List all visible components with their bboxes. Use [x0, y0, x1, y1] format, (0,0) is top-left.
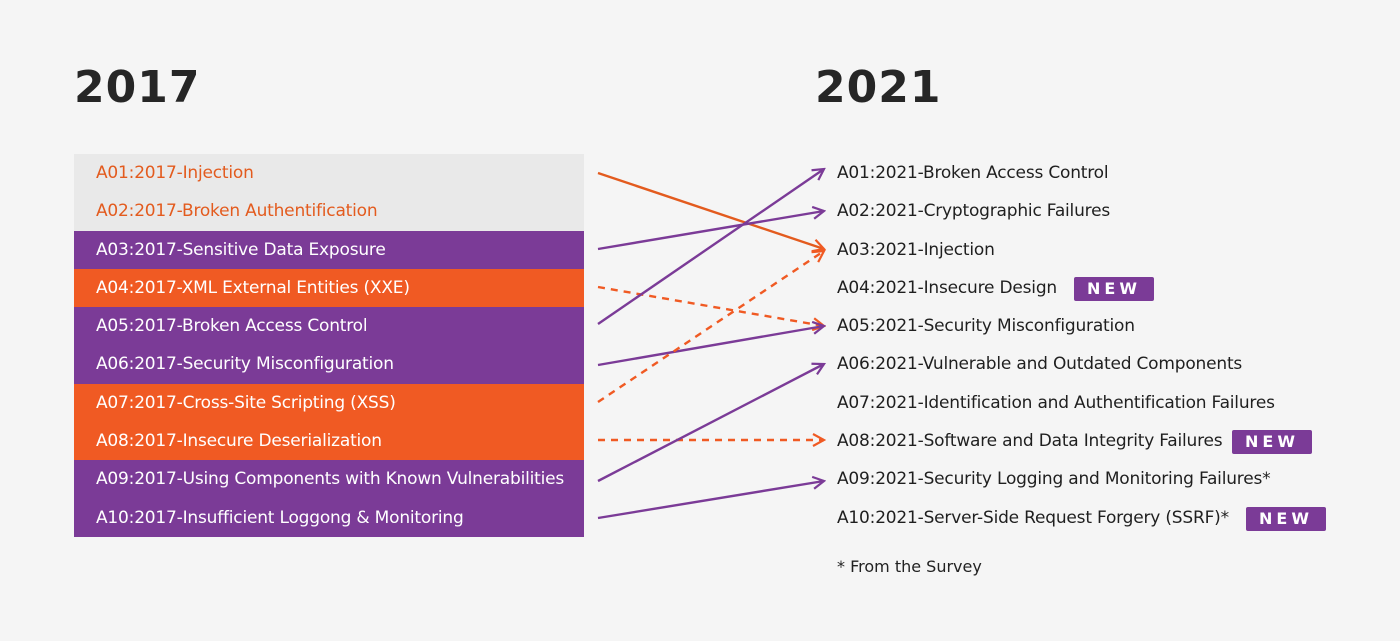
item-2021-a10: A10:2021-Server-Side Request Forgery (SS…: [837, 499, 1326, 537]
new-badge: NEW: [1074, 276, 1154, 301]
item-label: A02:2021-Cryptographic Failures: [837, 201, 1110, 222]
item-2017-a05: A05:2017-Broken Access Control: [74, 307, 584, 346]
item-label: A10:2021-Server-Side Request Forgery (SS…: [837, 507, 1229, 528]
item-2021-a08: A08:2021-Software and Data Integrity Fai…: [837, 422, 1312, 460]
item-label: A09:2021-Security Logging and Monitoring…: [837, 469, 1271, 490]
arrow-a10-to-a09: [597, 481, 824, 520]
list-2017: A01:2017-Injection A02:2017-Broken Authe…: [74, 154, 584, 537]
item-label: A06:2021-Vulnerable and Outdated Compone…: [837, 354, 1243, 375]
item-2021-a07: A07:2021-Identification and Authentifica…: [837, 384, 1275, 422]
item-2017-a06: A06:2017-Security Misconfiguration: [74, 345, 584, 384]
item-2021-a06: A06:2021-Vulnerable and Outdated Compone…: [837, 345, 1275, 383]
new-badge: NEW: [1246, 506, 1326, 531]
item-2021-a01: A01:2021-Broken Access Control: [837, 154, 1275, 192]
arrow-a05-to-a01: [597, 169, 824, 325]
item-2021-a09: A09:2021-Security Logging and Monitoring…: [837, 460, 1275, 498]
year-2021-heading: 2021: [815, 62, 942, 113]
item-label: A03:2021-Injection: [837, 239, 995, 260]
item-2017-a02: A02:2017-Broken Authentification: [74, 192, 584, 231]
footnote: * From the Survey: [837, 557, 982, 576]
arrow-a07-to-a03: [597, 251, 824, 403]
arrow-a06-to-a05: [597, 326, 824, 367]
arrow-a01-to-a03: [597, 171, 824, 249]
item-2021-a03: A03:2021-Injection: [837, 231, 1275, 269]
new-badge: NEW: [1232, 430, 1312, 455]
item-2017-a10: A10:2017-Insufficient Loggong & Monitori…: [74, 498, 584, 537]
item-2017-a09: A09:2017-Using Components with Known Vul…: [74, 460, 584, 499]
item-2021-a02: A02:2021-Cryptographic Failures: [837, 192, 1275, 230]
item-2017-a04: A04:2017-XML External Entities (XXE): [74, 268, 584, 308]
item-2017-a07: A07:2017-Cross-Site Scripting (XSS): [74, 383, 584, 423]
arrow-a09-to-a06: [597, 364, 824, 483]
item-2017-a08: A08:2017-Insecure Deserialization: [74, 422, 584, 461]
arrow-a03-to-a02: [597, 211, 824, 251]
item-2021-a05: A05:2021-Security Misconfiguration: [837, 307, 1275, 345]
item-2017-a01: A01:2017-Injection: [74, 154, 584, 193]
item-label: A07:2021-Identification and Authentifica…: [837, 392, 1275, 413]
item-label: A04:2021-Insecure Design: [837, 277, 1057, 298]
year-2017-heading: 2017: [74, 62, 201, 113]
item-label: A08:2021-Software and Data Integrity Fai…: [837, 431, 1223, 452]
list-2021: A01:2021-Broken Access Control A02:2021-…: [837, 154, 1326, 537]
arrow-a04-to-a05: [597, 285, 824, 326]
item-2021-a04: A04:2021-Insecure Design NEW: [837, 269, 1275, 307]
item-label: A01:2021-Broken Access Control: [837, 163, 1109, 183]
item-2017-a03: A03:2017-Sensitive Data Exposure: [74, 230, 584, 269]
item-label: A05:2021-Security Misconfiguration: [837, 316, 1135, 337]
